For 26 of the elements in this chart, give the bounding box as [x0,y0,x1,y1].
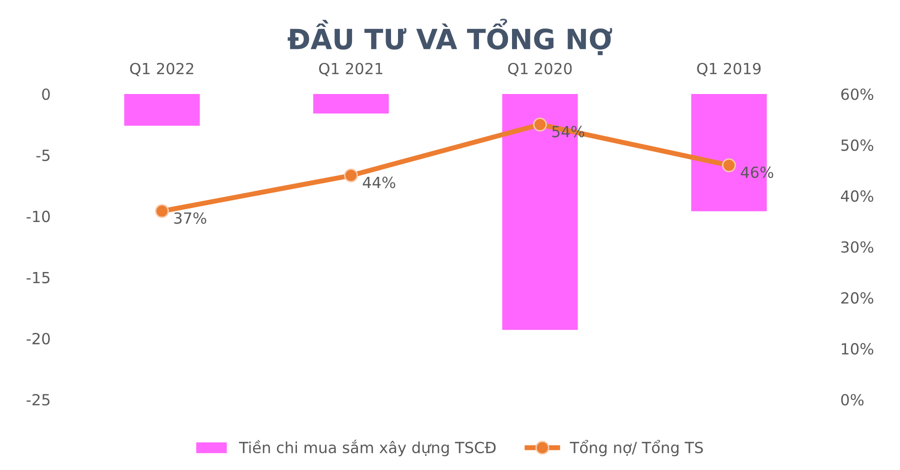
legend-label: Tổng nợ/ Tổng TS [570,440,703,456]
y-tick-label: -5 [36,150,50,162]
x-tick-label: Q1 2019 [697,62,761,76]
point [155,204,169,218]
y2-tick-label: 60% [841,88,874,100]
y-tick-label: -15 [26,272,50,284]
y2-tick-label: 0% [841,394,864,406]
x-tick-label: Q1 2021 [319,62,382,76]
y2-tick-label: 50% [841,139,874,151]
point [344,168,358,182]
point [533,118,547,132]
y-tick-label: -25 [26,394,50,406]
y2-tick-label: 30% [841,241,874,253]
x-tick-label: Q1 2022 [130,62,194,76]
x-tick-label: Q1 2020 [508,62,572,76]
y2-tick-label: 10% [842,343,874,355]
y2-tick-label: 20% [841,292,874,304]
point [722,158,736,172]
y-tick-label: 0 [42,88,50,100]
y2-tick-label: 40% [840,190,874,202]
data-label: 37% [174,212,206,224]
data-label: 44% [362,176,396,188]
y-tick-label: -10 [26,210,50,222]
chart-title: ĐẦU TƯ VÀ TỔNG NỢ [288,18,612,56]
legend-label: Tiền chi mua sắm xây dựng TSCĐ [238,440,496,456]
y-tick-label: -20 [26,332,50,344]
